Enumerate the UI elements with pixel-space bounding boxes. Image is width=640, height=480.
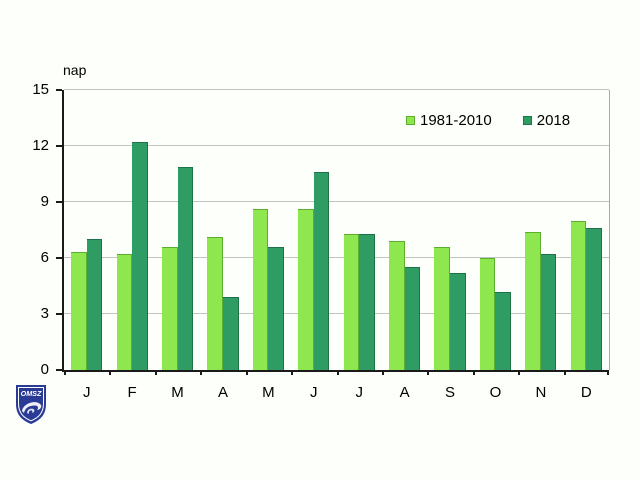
y-axis-label-9: 9 [40, 193, 49, 210]
x-axis-tick-5 [291, 370, 294, 375]
plot-right-border [609, 90, 610, 370]
y-axis-label-6: 6 [40, 249, 49, 266]
x-axis-tick-12 [607, 370, 609, 375]
bar-2018-J1 [86, 239, 103, 370]
omsz-logo: OMSZ [16, 385, 46, 424]
x-axis-tick-8 [427, 370, 430, 375]
x-axis-label-J1: J [82, 384, 91, 401]
x-axis-tick-6 [336, 370, 339, 375]
logo-wave-icon [22, 402, 42, 413]
plot-area: 0 3 6 9 12 15 J F M A M J J A S O N D [32, 81, 610, 401]
y-axis-tick-9 [56, 201, 62, 203]
x-axis-tick-0 [64, 370, 66, 375]
bar-1981-2010-D12 [570, 220, 587, 370]
y-axis-label-12: 12 [32, 137, 49, 154]
y-axis-label-0: 0 [40, 361, 49, 378]
legend: 1981-2010 2018 [406, 112, 570, 129]
x-axis-label-A8: A [399, 384, 410, 401]
gridline-y15 [64, 89, 609, 90]
x-axis-label-N11: N [535, 384, 547, 401]
x-axis-label-J7: J [355, 384, 363, 401]
y-axis-label-15: 15 [32, 81, 49, 98]
y-axis-tick-6 [56, 257, 62, 259]
bar-2018-A4 [222, 297, 239, 370]
gridline-y9 [64, 201, 609, 202]
gridline-y3 [64, 313, 609, 314]
x-axis-label-M5: M [262, 384, 275, 401]
bar-2018-A8 [404, 267, 421, 370]
gridline-y12 [64, 145, 609, 146]
bar-1981-2010-J7 [343, 233, 360, 370]
bar-2018-J7 [359, 233, 375, 370]
bar-1981-2010-M5 [252, 209, 269, 370]
legend-item-1981-2010: 1981-2010 [406, 112, 492, 129]
gridline-y6 [64, 257, 609, 258]
x-axis-tick-2 [154, 370, 157, 375]
bar-2018-M5 [268, 246, 284, 370]
x-axis-tick-7 [381, 370, 384, 375]
legend-item-2018: 2018 [522, 112, 571, 129]
bar-2018-N11 [540, 254, 557, 370]
x-axis-label-F2: F [127, 384, 137, 401]
bar-2018-F2 [132, 142, 148, 370]
y-axis-label-3: 3 [40, 305, 49, 322]
x-axis-label-A4: A [217, 384, 228, 401]
x-axis-label-J6: J [310, 384, 318, 401]
logo-text: OMSZ [21, 389, 42, 398]
logo-wave-curl-icon [27, 408, 35, 414]
x-axis-tick-3 [200, 370, 203, 375]
bar-1981-2010-J6 [298, 209, 314, 370]
bar-1981-2010-A8 [389, 241, 405, 370]
x-axis-label-O10: O [489, 384, 502, 401]
x-axis-tick-9 [472, 370, 475, 375]
logo-shield-outline [18, 387, 44, 422]
bar-2018-O10 [495, 291, 512, 370]
legend-label: 1981-2010 [420, 112, 492, 129]
legend-label: 2018 [536, 112, 571, 129]
bar-1981-2010-F2 [116, 254, 133, 370]
x-axis-tick-10 [518, 370, 521, 375]
bar-2018-M3 [177, 166, 194, 370]
y-axis-tick-15 [56, 89, 62, 91]
x-axis-tick-1 [109, 370, 112, 375]
bar-1981-2010-M3 [161, 246, 178, 370]
y-axis-tick-0 [56, 369, 62, 371]
bar-1981-2010-N11 [525, 231, 541, 370]
x-axis-label-D12: D [580, 384, 592, 401]
x-axis-label-M3: M [171, 384, 184, 401]
bar-1981-2010-O10 [479, 258, 496, 370]
bar-1981-2010-J1 [71, 252, 87, 370]
y-axis-tick-3 [56, 313, 62, 315]
y-axis-tick-12 [56, 145, 62, 147]
bar-2018-S9 [450, 272, 466, 370]
bar-2018-J6 [313, 172, 330, 370]
legend-swatch-icon [522, 116, 532, 125]
x-axis-tick-11 [563, 370, 566, 375]
bar-1981-2010-A4 [207, 237, 223, 370]
x-axis-label-S9: S [445, 384, 456, 401]
y-axis-unit-label: nap [63, 62, 87, 78]
legend-swatch-icon [406, 116, 415, 125]
bar-2018-D12 [586, 228, 602, 370]
bar-1981-2010-S9 [434, 246, 451, 370]
x-axis-tick-4 [245, 370, 248, 375]
